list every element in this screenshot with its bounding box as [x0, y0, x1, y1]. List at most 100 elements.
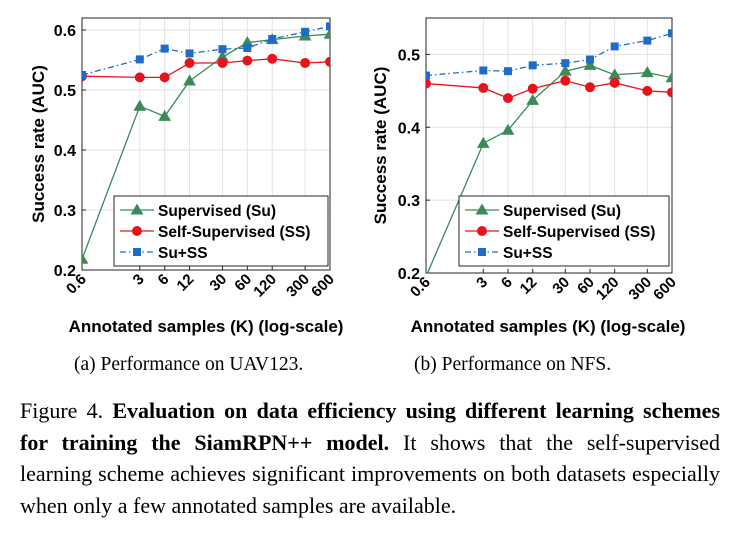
- data-point: [218, 45, 227, 54]
- data-point: [133, 99, 147, 111]
- y-tick-label: 0.3: [398, 193, 420, 210]
- figure-caption: Figure 4. Evaluation on data efficiency …: [20, 395, 720, 521]
- subcaption-a: (a) Performance on UAV123.: [74, 354, 304, 375]
- x-tick-label: 300: [283, 271, 313, 301]
- x-tick-label: 120: [593, 274, 623, 304]
- data-point: [479, 66, 488, 75]
- data-point: [501, 123, 515, 135]
- legend-label: Su+SS: [158, 245, 208, 262]
- data-point: [528, 61, 537, 70]
- x-tick-label: 6: [498, 274, 516, 292]
- data-point: [609, 77, 620, 88]
- y-tick-label: 0.4: [398, 120, 420, 137]
- data-point: [301, 27, 310, 36]
- data-point: [558, 64, 572, 76]
- y-tick-label: 0.2: [54, 263, 76, 280]
- legend: Supervised (Su) Self-Supervised (SS) Su+SS: [113, 195, 329, 267]
- plot-frame: [81, 17, 331, 271]
- data-point: [426, 78, 431, 89]
- data-point: [643, 36, 652, 45]
- x-tick-label: 3: [473, 274, 491, 292]
- y-tick-label: 0.5: [398, 47, 420, 64]
- series-su-ss: [426, 29, 672, 80]
- y-axis-label: Success rate (AUC): [371, 67, 390, 225]
- x-tick-label: 30: [549, 274, 573, 298]
- legend: Supervised (Su) Self-Supervised (SS) Su+SS: [458, 195, 670, 267]
- legend-marker: [475, 203, 489, 215]
- series-self-supervised: [426, 75, 672, 104]
- data-point: [159, 72, 170, 83]
- data-point: [560, 75, 571, 86]
- x-tick-label: 600: [650, 274, 680, 304]
- data-point: [526, 93, 540, 105]
- data-point: [243, 44, 252, 52]
- x-tick-label: 30: [206, 271, 230, 295]
- data-point: [527, 83, 538, 94]
- y-tick-label: 0.3: [54, 203, 76, 220]
- data-point: [326, 22, 330, 31]
- data-point: [185, 49, 194, 58]
- series-su-ss: [82, 22, 330, 79]
- x-tick-label: 120: [250, 271, 280, 301]
- data-point: [82, 252, 89, 264]
- legend-marker: [478, 248, 486, 256]
- data-point: [504, 67, 512, 76]
- data-point: [184, 58, 195, 68]
- legend-label: Supervised (Su): [158, 203, 276, 220]
- data-point: [586, 55, 594, 64]
- data-point: [583, 58, 597, 70]
- data-point: [667, 87, 672, 98]
- data-point: [478, 82, 489, 93]
- legend-marker: [132, 226, 142, 236]
- x-tick-label: 12: [517, 274, 541, 298]
- subcaption-b: (b) Performance on NFS.: [414, 354, 612, 375]
- series-supervised: [426, 58, 672, 273]
- data-point: [268, 35, 277, 43]
- figure-caption-bold: Evaluation on data efficiency using diff…: [20, 398, 721, 455]
- x-axis-label: Annotated samples (K) (log-scale): [69, 317, 344, 336]
- data-point: [426, 270, 428, 273]
- x-tick-label: 600: [308, 271, 338, 301]
- legend-marker: [130, 203, 144, 215]
- y-tick-label: 0.4: [54, 143, 76, 160]
- plot-frame: [425, 17, 673, 274]
- x-tick-label: 300: [625, 274, 655, 304]
- y-tick-label: 0.5: [54, 83, 76, 100]
- data-point: [585, 82, 595, 93]
- y-tick-label: 0.2: [398, 266, 420, 283]
- data-point: [665, 71, 672, 83]
- data-point: [217, 58, 228, 68]
- data-point: [242, 55, 253, 66]
- data-point: [160, 44, 169, 53]
- data-point: [158, 109, 172, 121]
- data-point: [476, 136, 490, 148]
- figure-caption-rest: It shows that the self-supervised learni…: [20, 429, 721, 518]
- data-point: [300, 58, 311, 68]
- data-point: [668, 29, 672, 38]
- data-point: [561, 59, 570, 68]
- legend-label: Supervised (Su): [503, 203, 621, 220]
- x-tick-label: 12: [174, 271, 198, 295]
- x-axis-label: Annotated samples (K) (log-scale): [411, 317, 686, 336]
- data-point: [503, 93, 513, 104]
- legend-marker: [477, 226, 487, 236]
- y-axis-label: Success rate (AUC): [29, 65, 48, 223]
- data-point: [426, 71, 430, 80]
- legend-label: Self-Supervised (SS): [503, 224, 655, 241]
- data-point: [267, 53, 278, 64]
- figure-caption-label: Figure 4.: [20, 398, 104, 423]
- y-tick-label: 0.6: [54, 23, 76, 40]
- data-point: [135, 55, 144, 64]
- x-tick-label: 6: [155, 271, 173, 289]
- data-point: [642, 85, 653, 96]
- data-point: [610, 42, 619, 51]
- data-point: [134, 72, 145, 83]
- data-point: [640, 66, 654, 78]
- data-point: [82, 71, 86, 79]
- legend-label: Self-Supervised (SS): [158, 224, 310, 241]
- legend-marker: [133, 248, 141, 256]
- x-tick-label: 3: [130, 271, 148, 289]
